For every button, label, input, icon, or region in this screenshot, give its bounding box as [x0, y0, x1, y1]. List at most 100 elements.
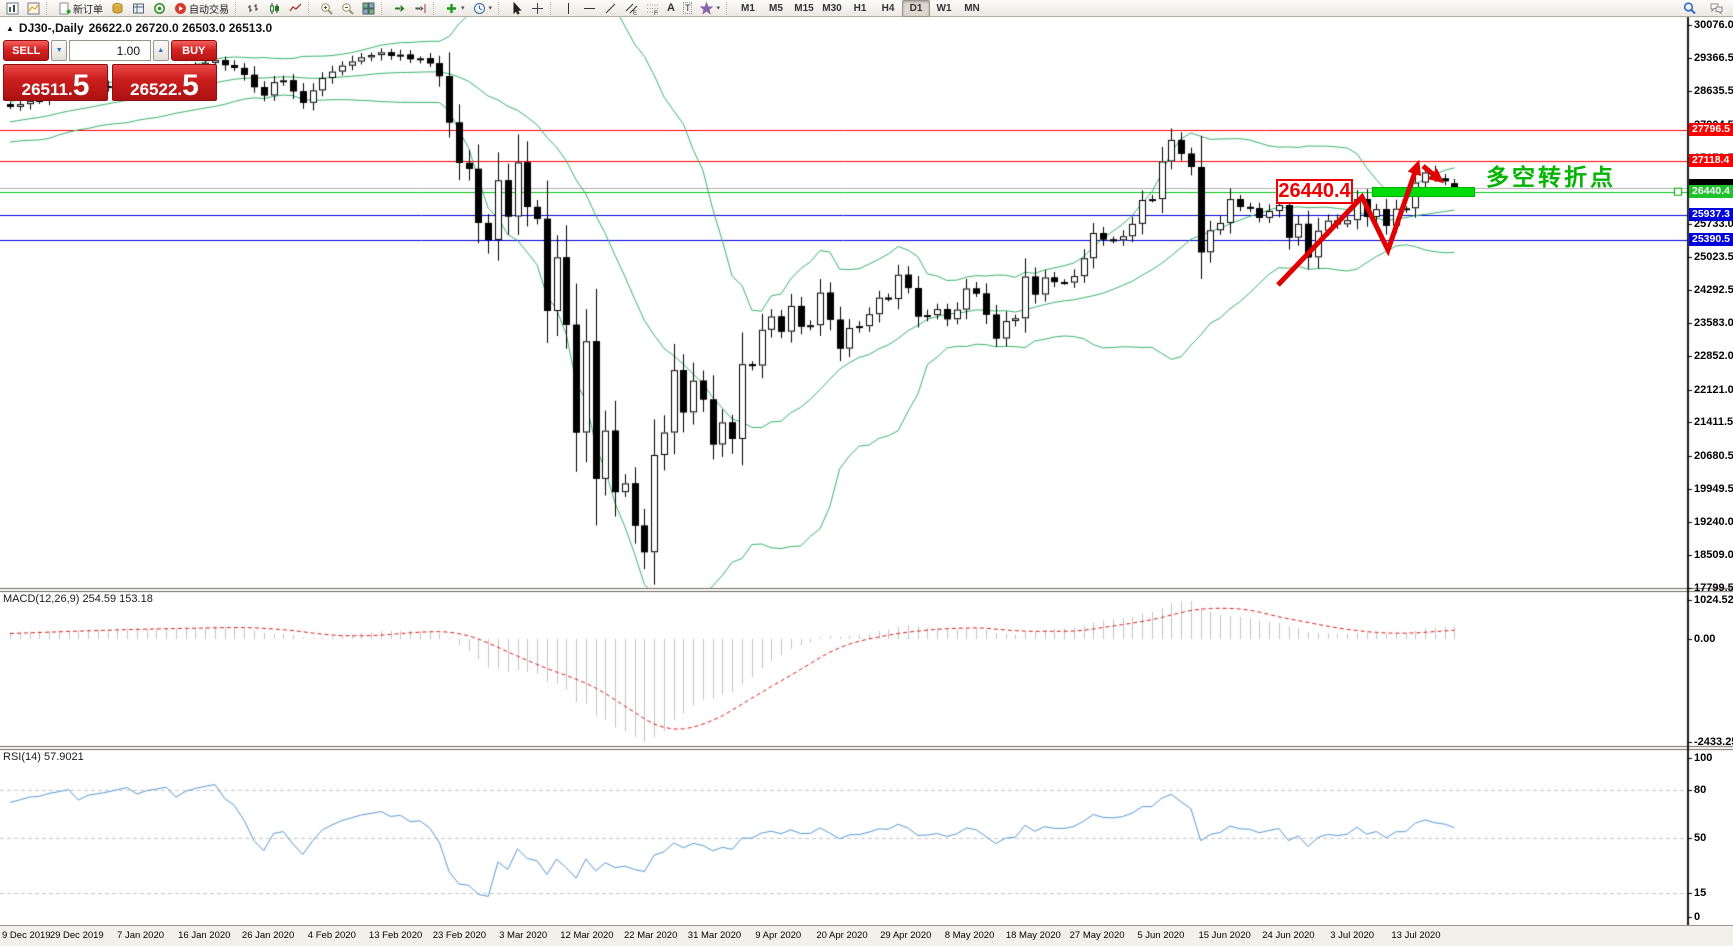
date-tick-label: 26 Jan 2020 — [241, 930, 295, 941]
volume-increase-button[interactable]: ▲ — [153, 40, 169, 61]
chart-window-icon[interactable] — [2, 0, 23, 17]
zoom-out-icon[interactable] — [337, 0, 358, 17]
timeframe-button-m30[interactable]: M30 — [822, 2, 842, 14]
period-icon[interactable]: ▾ — [469, 0, 497, 17]
market-watch-icon — [111, 2, 124, 15]
volume-decrease-button[interactable]: ▼ — [51, 40, 67, 61]
time-axis[interactable] — [0, 925, 1733, 946]
timeframe-button-h1[interactable]: H1 — [853, 2, 867, 14]
symbol-period-label: DJ30-,Daily — [18, 21, 84, 35]
search-icon[interactable] — [1679, 0, 1700, 17]
price-tick-label: 25023.5 — [1694, 250, 1733, 263]
bid-price-box[interactable]: 26511. 5 — [3, 64, 108, 101]
fibonacci-icon[interactable]: F — [642, 0, 663, 17]
timeframe-button-mn[interactable]: MN — [964, 2, 980, 14]
timeframe-button-w1[interactable]: W1 — [936, 2, 952, 14]
auto-scroll-icon — [393, 2, 406, 15]
macd-scale-label: -2433.25 — [1694, 736, 1733, 748]
resistance-tag-1: 27796.5 — [1689, 123, 1733, 137]
text-icon: A — [667, 1, 675, 14]
chevron-down-icon[interactable]: ▾ — [716, 5, 720, 12]
chart-shift-icon — [414, 2, 427, 15]
bar-chart-icon[interactable] — [243, 0, 264, 17]
rsi-scale-label: 0 — [1694, 911, 1701, 923]
text-icon[interactable]: A — [663, 0, 679, 17]
crosshair-icon[interactable] — [527, 0, 548, 17]
date-tick-label: 8 May 2020 — [944, 930, 995, 941]
search-icon — [1683, 1, 1696, 15]
navigator-icon[interactable] — [149, 0, 170, 17]
date-tick-label: 7 Jan 2020 — [117, 930, 165, 941]
timeframe-button-m5[interactable]: M5 — [769, 2, 783, 14]
timeframe-button-d1[interactable]: D1 — [902, 0, 930, 17]
turning-point-label[interactable]: 多空转折点 — [1486, 164, 1616, 190]
vertical-line-icon[interactable] — [558, 0, 579, 17]
main-toolbar: 新订单 自动交易 ▾ ▾ E F A T ▾ M1 M5 M15 M30 H1 H4 D1 W1 MN — [0, 0, 1733, 17]
label-icon: T — [682, 1, 693, 14]
market-watch-icon[interactable] — [107, 0, 128, 17]
indicators-icon[interactable]: ▾ — [441, 0, 469, 17]
bar-chart-icon — [247, 2, 260, 15]
chevron-down-icon[interactable]: ▾ — [461, 5, 465, 12]
date-tick-label: 31 Mar 2020 — [687, 930, 742, 941]
profile-icon[interactable] — [23, 0, 44, 17]
volume-input[interactable] — [69, 40, 151, 61]
svg-text:F: F — [654, 11, 658, 15]
toolbar-separator — [726, 1, 732, 15]
profile-icon — [27, 2, 40, 15]
chat-icon[interactable] — [1706, 0, 1727, 17]
pivot-price-flag[interactable]: 26440.4 — [1276, 179, 1353, 204]
autotrading-button[interactable]: 自动交易 — [170, 0, 233, 17]
timeframe-button-h4[interactable]: H4 — [881, 2, 895, 14]
date-tick-label: 18 May 2020 — [1005, 930, 1061, 941]
zoom-out-icon — [341, 2, 354, 15]
macd-indicator-label: MACD(12,26,9) 254.59 153.18 — [3, 593, 153, 605]
toolbar-right-group — [1679, 0, 1733, 17]
chart-window-icon — [6, 2, 19, 15]
macd-scale-label: 0.00 — [1694, 633, 1716, 645]
buy-button[interactable]: BUY — [170, 40, 217, 61]
tile-windows-icon[interactable] — [358, 0, 379, 17]
price-tick-label: 28635.5 — [1694, 85, 1733, 98]
bid-main-digits: 26511 — [21, 80, 68, 99]
zoom-in-icon[interactable] — [316, 0, 337, 17]
price-tick-label: 17799.5 — [1694, 582, 1733, 594]
rsi-scale-label: 15 — [1694, 887, 1707, 900]
date-tick-label: 15 Jun 2020 — [1198, 930, 1251, 941]
collapse-triangle-icon[interactable]: ▲ — [6, 23, 14, 33]
horizontal-line-icon[interactable] — [579, 0, 600, 17]
highlight-zone-bar[interactable] — [1372, 187, 1475, 197]
channel-icon[interactable]: E — [621, 0, 642, 17]
horizontal-line-icon — [583, 2, 596, 15]
bid-pip-digit: 5 — [72, 69, 90, 102]
date-tick-label: 5 Jun 2020 — [1137, 930, 1185, 941]
timeframe-button-m15[interactable]: M15 — [794, 2, 814, 14]
trendline-icon[interactable] — [600, 0, 621, 17]
label-icon[interactable]: T — [679, 0, 697, 17]
timeframe-button-m1[interactable]: M1 — [741, 2, 755, 14]
date-tick-label: 29 Dec 2019 — [49, 930, 104, 941]
line-chart-icon[interactable] — [285, 0, 306, 17]
sell-button[interactable]: SELL — [3, 40, 50, 61]
toolbar-separator — [433, 1, 439, 15]
candle-chart-icon[interactable] — [264, 0, 285, 17]
autotrading-button-label: 自动交易 — [189, 4, 229, 16]
data-window-icon[interactable] — [128, 0, 149, 17]
line-chart-icon — [289, 2, 302, 15]
chevron-down-icon[interactable]: ▾ — [488, 5, 493, 12]
auto-scroll-icon[interactable] — [389, 0, 410, 17]
zoom-in-icon — [320, 2, 333, 15]
shapes-icon[interactable]: ▾ — [696, 0, 724, 17]
ask-price-box[interactable]: 26522. 5 — [112, 64, 217, 101]
cursor-icon[interactable] — [506, 0, 527, 17]
price-tick-label: 18509.0 — [1694, 549, 1733, 562]
new-order-button[interactable]: 新订单 — [54, 0, 107, 17]
toolbar-separator — [498, 1, 504, 15]
trendline-icon — [604, 2, 617, 15]
rsi-indicator-label: RSI(14) 57.9021 — [3, 751, 84, 763]
support-tag-2: 25390.5 — [1689, 233, 1733, 247]
price-tick-label: 20680.5 — [1694, 449, 1733, 462]
chart-shift-icon[interactable] — [410, 0, 431, 17]
channel-icon: E — [625, 2, 638, 15]
